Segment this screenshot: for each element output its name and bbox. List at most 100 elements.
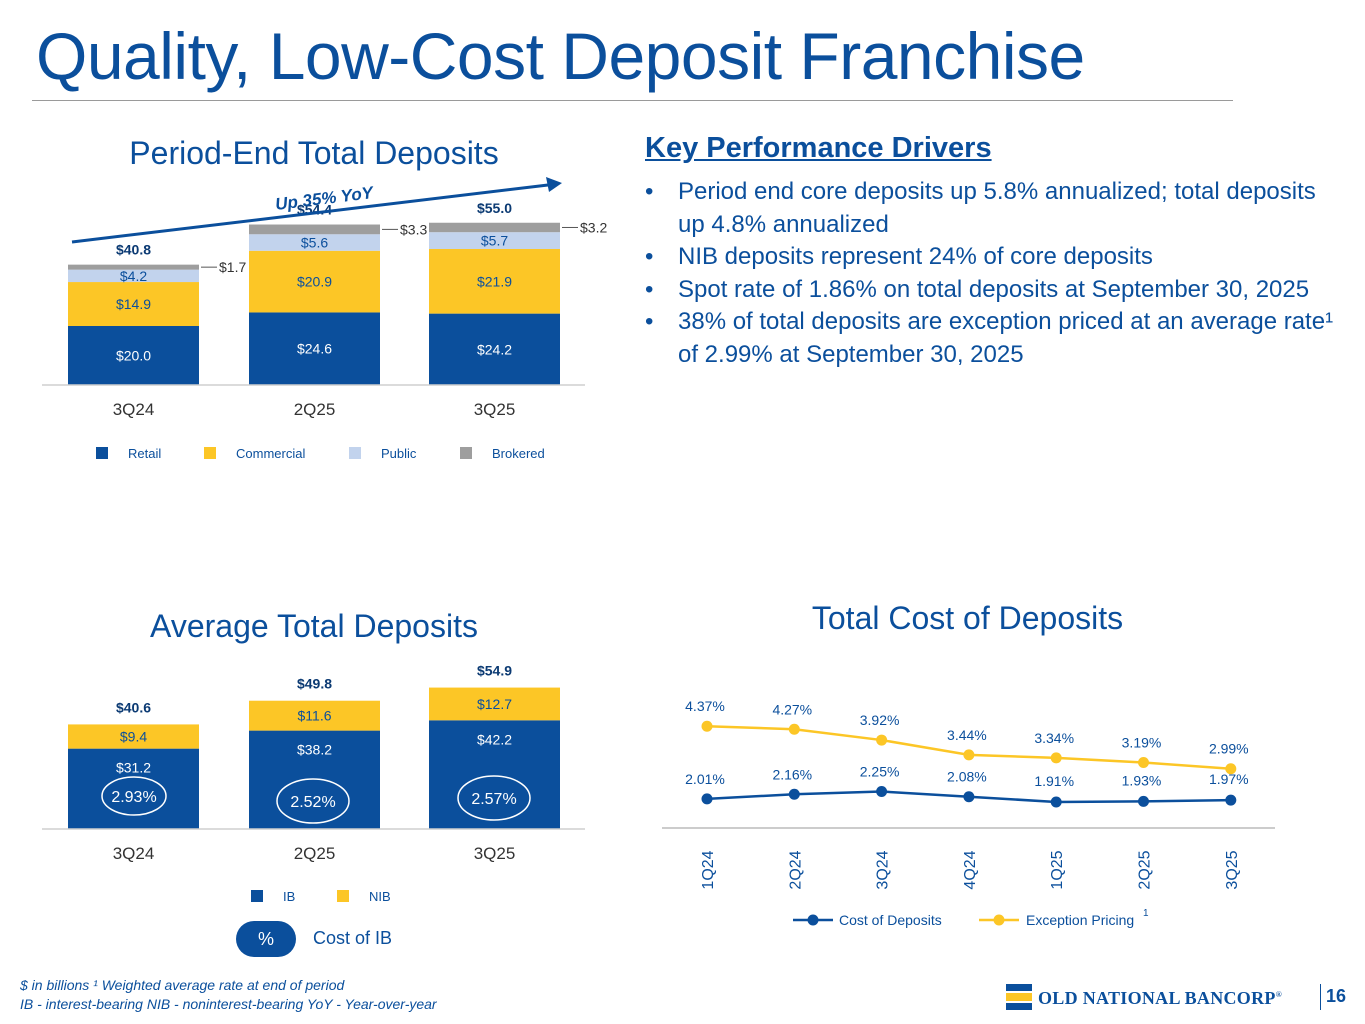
x-tick-label: 3Q24 (113, 400, 155, 419)
data-label-exception-pricing: 4.27% (772, 701, 812, 717)
bar-nib (249, 700, 380, 731)
data-label-exception-pricing: 3.19% (1122, 735, 1162, 751)
footnote-units: $ in billions ¹ Weighted average rate at… (20, 977, 345, 993)
cost-chart-title: Total Cost of Deposits (811, 600, 1124, 636)
period-end-chart: $20.0 $14.9 $4.2 $1.7 $40.8 3Q24 $24.6 $20.9 $5.… (42, 177, 607, 461)
page-number: 16 (1326, 986, 1347, 1006)
legend-swatch-ib (251, 890, 263, 902)
x-tick-label: 3Q24 (875, 850, 892, 889)
bar-retail (68, 326, 199, 385)
data-label-exception-pricing: 3.44% (947, 727, 987, 743)
x-tick-label: 2Q25 (294, 844, 336, 863)
key-driver-bullet: Spot rate of 1.86% on total deposits at … (645, 274, 1345, 307)
bar-brokered (249, 224, 380, 235)
x-tick-label: 3Q25 (1224, 850, 1241, 889)
x-tick-label: 2Q25 (1137, 850, 1154, 889)
growth-arrow-head (546, 177, 562, 192)
data-point-cost-of-deposits (876, 786, 888, 797)
data-point-cost-of-deposits (1138, 795, 1149, 807)
cost-of-ib-badge (457, 775, 531, 821)
data-label-cost-of-deposits: 1.93% (1122, 772, 1162, 788)
data-point-cost-of-deposits (963, 791, 975, 803)
x-tick-label: 4Q24 (962, 850, 979, 889)
bar-public (68, 269, 199, 283)
key-drivers-heading: Key Performance Drivers (645, 132, 992, 164)
bar-ib (249, 730, 380, 829)
logo-registered-mark: ® (1275, 990, 1282, 999)
logo-text: OLD NATIONAL BANCORP® (1038, 988, 1282, 1009)
bar-brokered (429, 222, 560, 233)
legend-marker-cost-of-deposits (807, 914, 819, 926)
bar-brokered (68, 264, 199, 270)
bar-total-label: $40.6 (116, 699, 151, 715)
legend-label-public: Public (381, 446, 417, 461)
bar-nib (429, 687, 560, 721)
period-end-chart-title: Period-End Total Deposits (129, 135, 499, 171)
data-label-exception-pricing: 2.99% (1209, 741, 1249, 757)
logo-wordmark: OLD NATIONAL BANCORP (1038, 988, 1276, 1008)
average-chart-title: Average Total Deposits (150, 608, 478, 644)
growth-arrow-line (71, 183, 549, 244)
bar-label-public: $5.6 (301, 235, 328, 251)
data-point-exception-pricing (1138, 757, 1149, 769)
page-title: Quality, Low-Cost Deposit Franchise (36, 19, 1085, 93)
x-tick-label: 3Q24 (113, 844, 155, 863)
x-tick-label: 1Q24 (700, 850, 717, 889)
bar-label-ib: $42.2 (477, 731, 512, 747)
key-drivers-list: Period end core deposits up 5.8% annuali… (645, 176, 1345, 371)
bar-label-public: $4.2 (120, 268, 147, 284)
data-label-cost-of-deposits: 2.08% (947, 769, 987, 785)
bar-label-commercial: $21.9 (477, 273, 512, 289)
x-tick-label: 2Q24 (787, 850, 804, 889)
legend-swatch-retail (96, 447, 108, 459)
legend-label-ib: IB (283, 889, 295, 904)
bar-public (429, 232, 560, 250)
data-point-cost-of-deposits (788, 788, 800, 800)
average-chart: $31.2 $9.4 $40.6 2.93% 3Q24 $38.2 $11.6 $49.8 2.… (42, 663, 585, 904)
legend-label-brokered: Brokered (492, 446, 545, 461)
legend-swatch-nib (337, 890, 349, 902)
data-point-exception-pricing (1050, 752, 1062, 764)
bar-label-nib: $9.4 (120, 729, 147, 745)
bar-retail (249, 312, 380, 385)
title-divider (32, 100, 1233, 101)
bar-label-brokered: $1.7 (219, 259, 246, 275)
legend-footnote-marker: 1 (1143, 908, 1149, 919)
x-tick-label: 1Q25 (1049, 850, 1066, 889)
data-point-cost-of-deposits (701, 793, 713, 805)
bar-label-public: $5.7 (481, 233, 508, 249)
cost-of-ib-legend-label: Cost of IB (313, 928, 393, 948)
bar-commercial (68, 282, 199, 326)
legend-marker-exception-pricing (993, 914, 1005, 926)
cost-of-deposits-chart: 2.01% 2.16% 2.25% 2.08% 1.91% 1.93% 1.97% 4.37%… (662, 698, 1275, 928)
footnote-abbreviations: IB - interest-bearing NIB - noninterest-… (20, 996, 437, 1012)
legend-swatch-public (349, 447, 361, 459)
x-tick-label: 3Q25 (474, 844, 516, 863)
x-tick-label: 3Q25 (474, 400, 516, 419)
data-point-exception-pricing (788, 723, 800, 735)
data-label-cost-of-deposits: 2.16% (772, 766, 812, 782)
key-driver-bullet: NIB deposits represent 24% of core depos… (645, 241, 1345, 274)
page-number-divider (1320, 984, 1321, 1010)
bar-label-ib: $31.2 (116, 760, 151, 776)
bar-label-retail: $24.2 (477, 341, 512, 357)
legend-label-cost-of-deposits: Cost of Deposits (839, 912, 942, 928)
bar-commercial (249, 250, 380, 313)
bar-total-label: $55.0 (477, 200, 512, 216)
data-point-exception-pricing (1225, 763, 1237, 775)
cost-of-ib-value: 2.93% (111, 789, 156, 806)
data-point-exception-pricing (701, 720, 713, 732)
bar-nib (68, 724, 199, 749)
bar-total-label: $49.8 (297, 676, 332, 692)
data-label-exception-pricing: 3.92% (860, 712, 900, 728)
legend-swatch-brokered (460, 447, 472, 459)
legend-label-exception-pricing: Exception Pricing (1026, 912, 1134, 928)
cost-of-ib-badge (101, 776, 167, 816)
bar-label-nib: $12.7 (477, 696, 512, 712)
cost-of-ib-badge (276, 778, 350, 824)
bar-commercial (429, 249, 560, 314)
key-driver-bullet: Period end core deposits up 5.8% annuali… (645, 176, 1345, 241)
bar-label-retail: $20.0 (116, 348, 151, 364)
bar-retail (429, 313, 560, 385)
bar-total-label: $40.8 (116, 242, 151, 258)
